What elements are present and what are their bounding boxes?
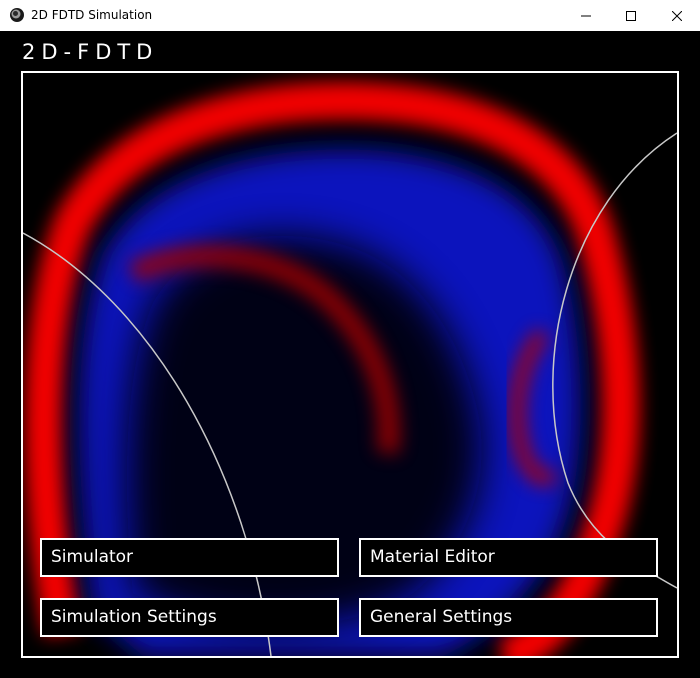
field-core <box>127 235 482 627</box>
material-boundary-left <box>23 232 272 656</box>
close-icon <box>672 10 682 21</box>
window-title: 2D FDTD Simulation <box>31 8 153 22</box>
simulator-button[interactable]: Simulator <box>40 538 339 577</box>
app-content: 2D-FDTD <box>0 31 700 678</box>
minimize-icon <box>581 15 591 16</box>
close-button[interactable] <box>654 0 700 31</box>
maximize-icon <box>626 10 636 21</box>
app-icon <box>9 7 25 23</box>
wavefront-positive-inner <box>128 245 400 455</box>
maximize-button[interactable] <box>608 0 654 31</box>
general-settings-button[interactable]: General Settings <box>359 598 658 637</box>
window-titlebar[interactable]: 2D FDTD Simulation <box>0 0 700 32</box>
app-title: 2D-FDTD <box>22 40 159 64</box>
material-editor-button[interactable]: Material Editor <box>359 538 658 577</box>
minimize-button[interactable] <box>563 0 609 31</box>
simulation-settings-button[interactable]: Simulation Settings <box>40 598 339 637</box>
wavefront-positive-right <box>509 327 559 486</box>
